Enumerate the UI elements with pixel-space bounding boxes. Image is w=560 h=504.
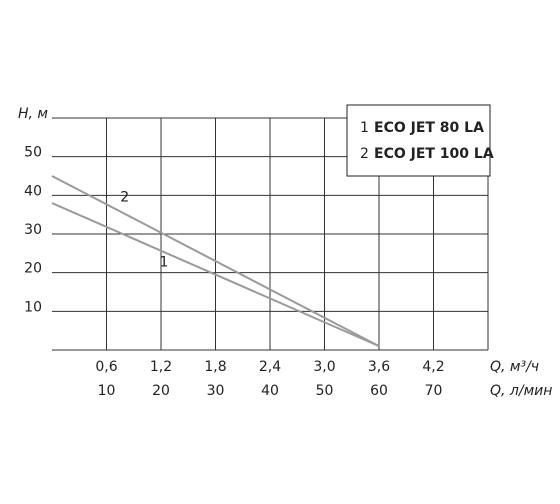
x-axis-label: Q, м³/ч [490, 359, 539, 375]
y-tick-label: 20 [24, 261, 42, 277]
x2-tick-label: 20 [152, 383, 170, 399]
x-tick-label: 2,4 [259, 359, 281, 375]
legend-entry: ECO JET 100 LA [374, 146, 494, 162]
x-tick-label: 1,2 [150, 359, 172, 375]
x-tick-label: 1,8 [204, 359, 226, 375]
y-tick-label: 30 [24, 222, 42, 238]
x2-tick-label: 30 [207, 383, 225, 399]
curve [51, 175, 380, 348]
legend-number: 1 [360, 120, 369, 136]
x2-tick-label: 40 [261, 383, 279, 399]
y-axis-label: H, м [18, 106, 48, 122]
x-tick-label: 3,0 [313, 359, 335, 375]
x-tick-label: 4,2 [422, 359, 444, 375]
curve-label: 2 [120, 190, 129, 206]
y-tick-label: 40 [24, 183, 42, 199]
x-tick-label: 0,6 [95, 359, 117, 375]
x2-tick-label: 50 [316, 383, 334, 399]
legend-number: 2 [360, 146, 369, 162]
curve-label: 1 [159, 254, 168, 270]
x2-tick-label: 10 [98, 383, 116, 399]
x2-axis-label: Q, л/мин [490, 383, 552, 399]
legend-box [346, 104, 491, 177]
y-tick-label: 10 [24, 299, 42, 315]
curve [51, 202, 380, 348]
x2-tick-label: 70 [425, 383, 443, 399]
y-tick-label: 50 [24, 145, 42, 161]
x-tick-label: 3,6 [368, 359, 390, 375]
x2-tick-label: 60 [370, 383, 388, 399]
legend-entry: ECO JET 80 LA [374, 120, 484, 136]
